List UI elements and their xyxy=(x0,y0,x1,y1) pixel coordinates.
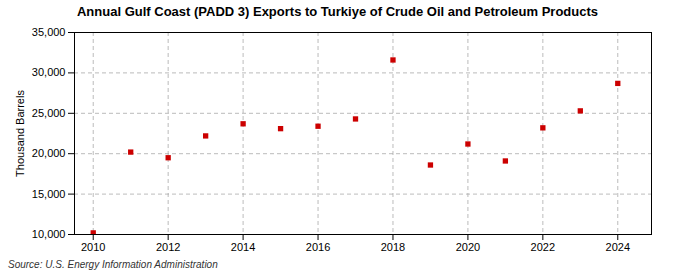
svg-text:2020: 2020 xyxy=(456,241,480,253)
svg-text:2010: 2010 xyxy=(81,241,105,253)
svg-text:10,000: 10,000 xyxy=(32,228,66,240)
svg-text:35,000: 35,000 xyxy=(32,26,66,38)
svg-text:2012: 2012 xyxy=(156,241,180,253)
svg-text:25,000: 25,000 xyxy=(32,107,66,119)
html-text:Annual Gulf Coast (PADD 3) Exp: Annual Gulf Coast (PADD 3) Exports to Tu… xyxy=(77,4,598,19)
svg-text:20,000: 20,000 xyxy=(32,147,66,159)
svg-text:15,000: 15,000 xyxy=(32,188,66,200)
svg-text:2014: 2014 xyxy=(231,241,255,253)
svg-text:2016: 2016 xyxy=(306,241,330,253)
svg-text:30,000: 30,000 xyxy=(32,66,66,78)
html-text:Source: U.S. Energy Informatio: Source: U.S. Energy Information Administ… xyxy=(8,259,218,270)
svg-text:Thousand Barrels: Thousand Barrels xyxy=(14,90,26,177)
svg-text:2022: 2022 xyxy=(531,241,555,253)
svg-text:2018: 2018 xyxy=(381,241,405,253)
svg-text:2024: 2024 xyxy=(606,241,630,253)
